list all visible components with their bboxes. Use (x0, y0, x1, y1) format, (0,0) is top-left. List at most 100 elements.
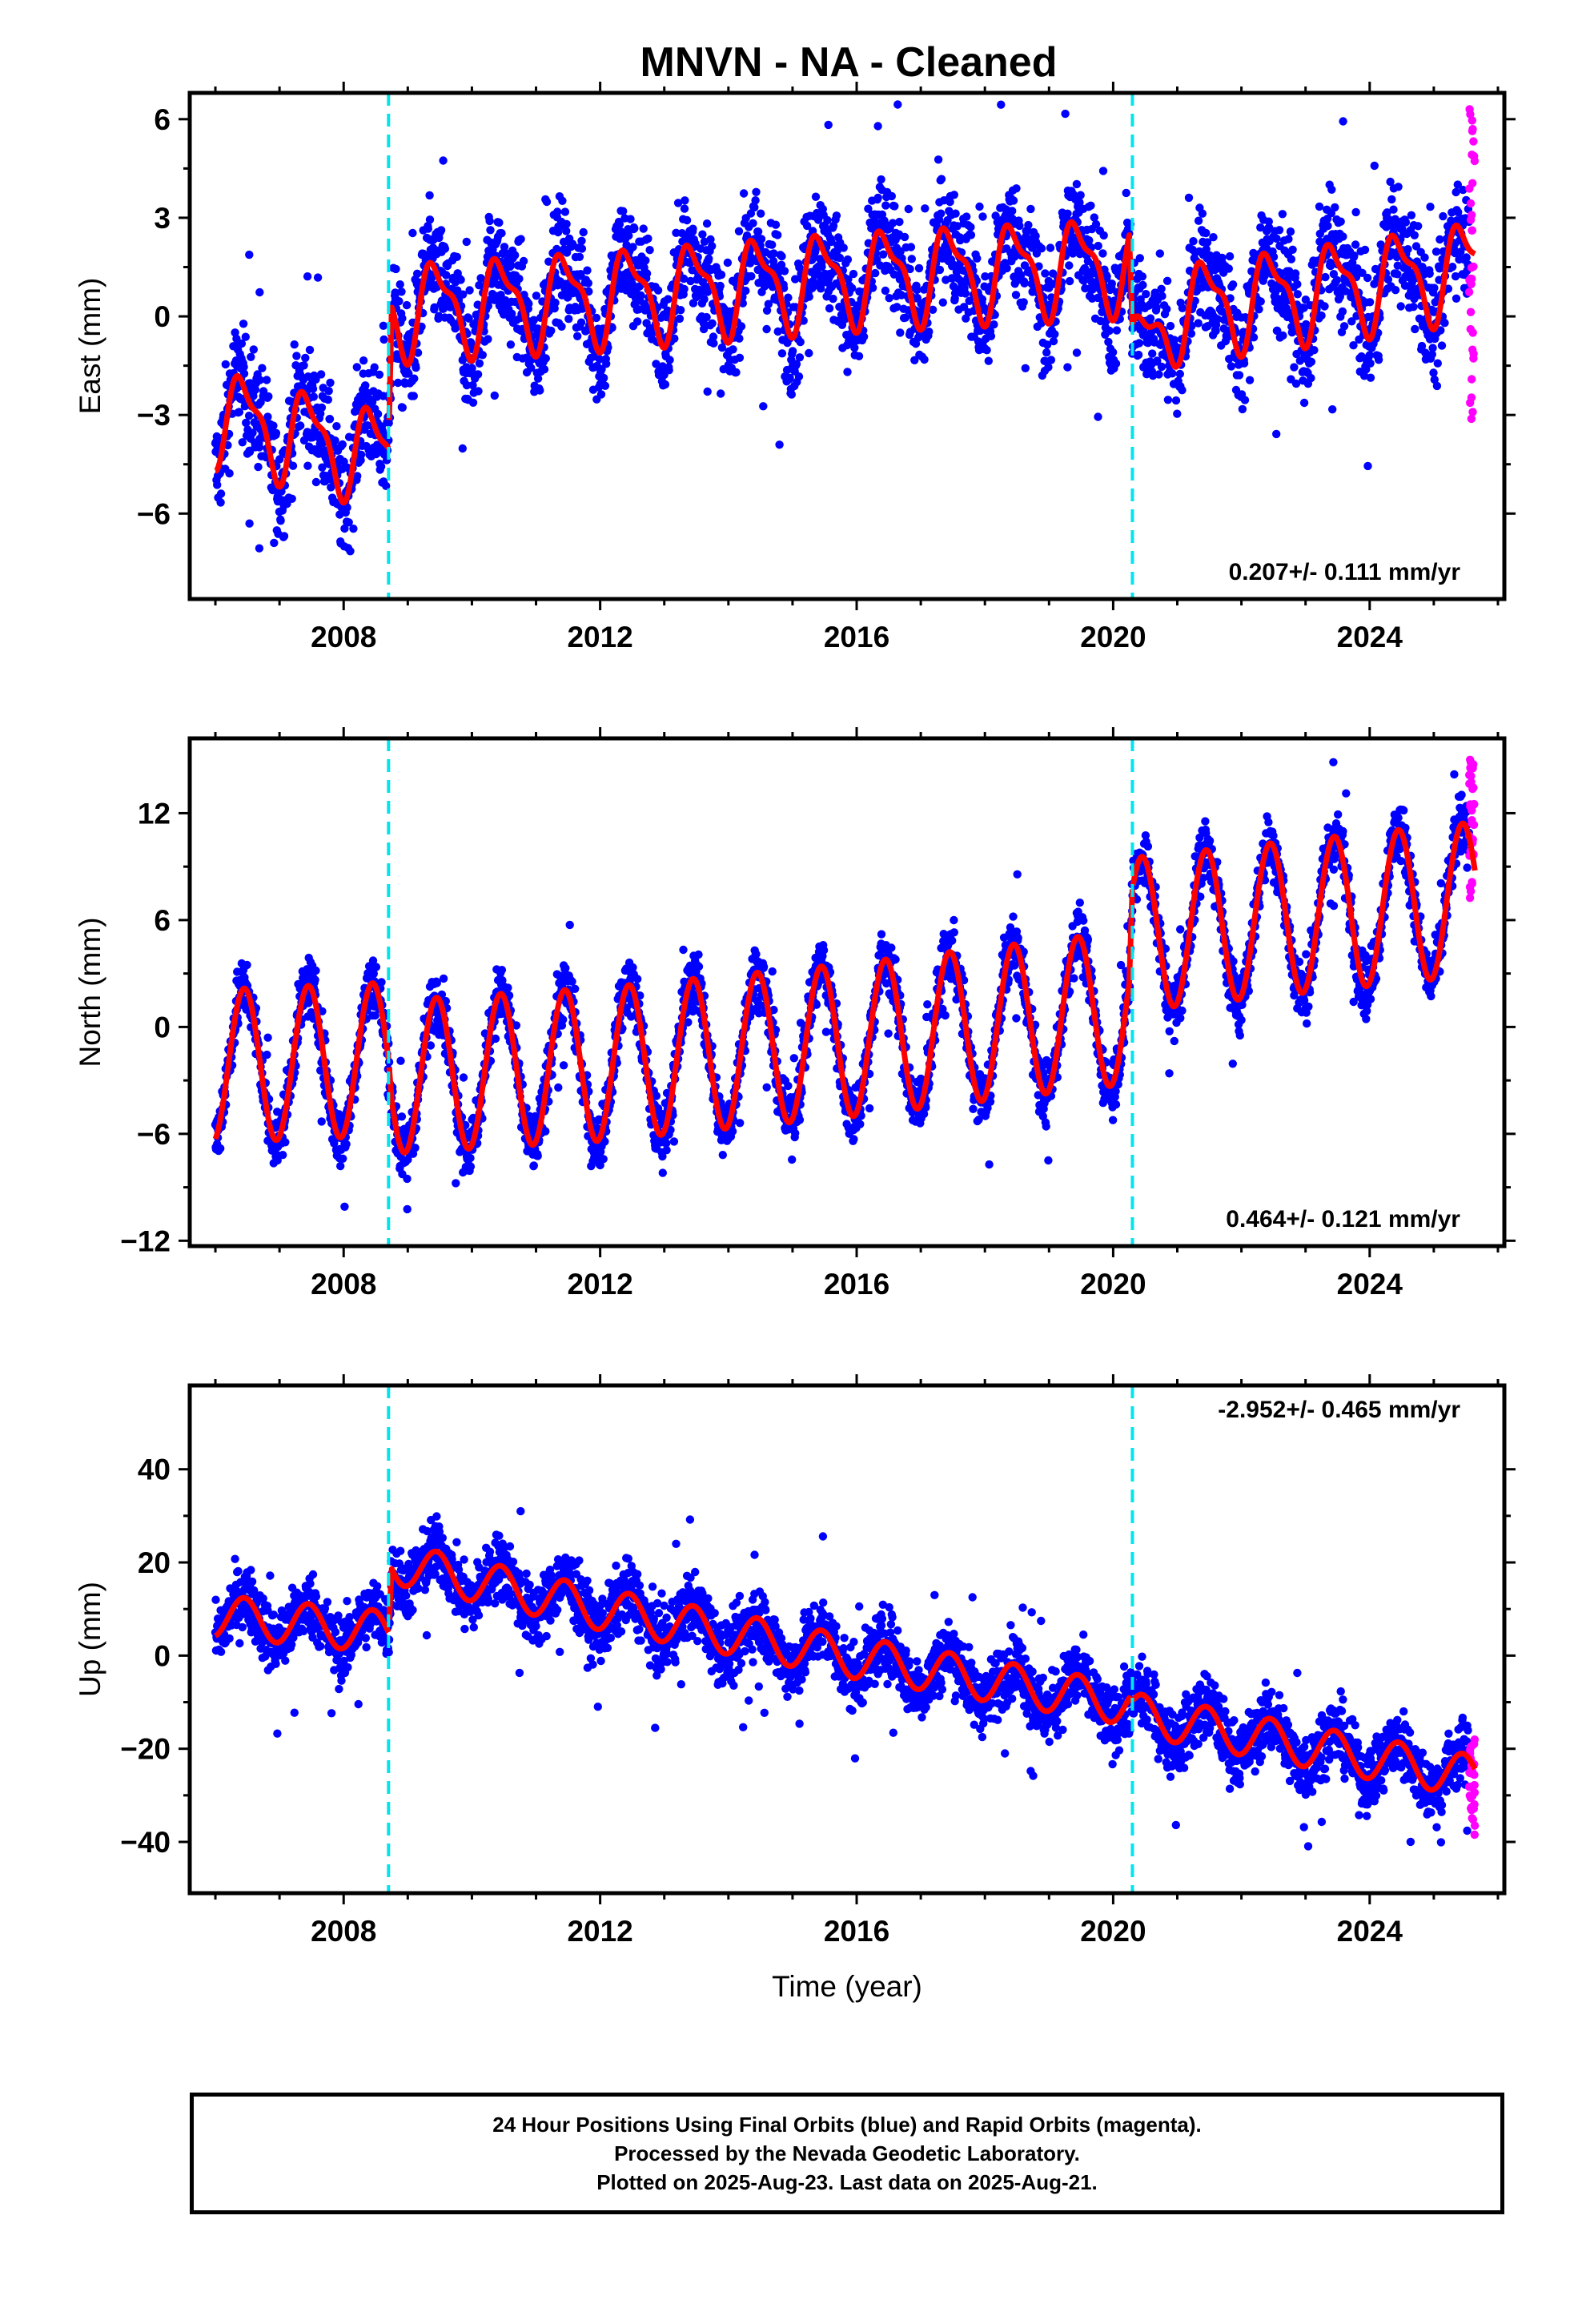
final-orbit-point (741, 286, 750, 296)
final-orbit-point (279, 1151, 287, 1160)
final-orbit-point (398, 403, 407, 412)
final-orbit-point (1393, 270, 1402, 279)
final-orbit-point (396, 280, 404, 289)
final-orbit-point (624, 231, 633, 240)
final-orbit-point (893, 303, 901, 312)
plot-area-east (211, 100, 1480, 556)
final-orbit-point (318, 463, 327, 472)
final-orbit-point (562, 227, 571, 235)
final-orbit-point (1328, 405, 1337, 414)
final-orbit-point (1011, 291, 1021, 300)
final-orbit-point (1094, 412, 1102, 421)
final-orbit-point (1332, 275, 1342, 284)
final-orbit-point (1065, 276, 1074, 286)
rapid-orbit-point (1466, 199, 1476, 208)
final-orbit-point (953, 222, 962, 231)
final-orbit-point (1365, 298, 1375, 307)
final-orbit-point (1350, 251, 1359, 260)
x-tick-label: 2012 (567, 621, 632, 653)
final-orbit-point (1072, 179, 1082, 189)
final-orbit-point (702, 219, 712, 228)
final-orbit-point (577, 236, 586, 245)
final-orbit-point (1162, 276, 1172, 285)
final-orbit-point (301, 353, 310, 363)
final-orbit-point (784, 293, 793, 302)
final-orbit-point (1320, 302, 1329, 311)
final-orbit-point (1456, 247, 1465, 256)
final-orbit-point (270, 538, 279, 548)
final-orbit-point (791, 275, 800, 283)
final-orbit-point (1175, 369, 1185, 379)
final-orbit-point (439, 974, 448, 983)
final-orbit-point (281, 1138, 290, 1147)
final-orbit-point (1459, 185, 1468, 195)
final-orbit-point (1079, 276, 1088, 285)
final-orbit-point (757, 209, 765, 218)
final-orbit-point (877, 175, 885, 184)
final-orbit-point (680, 204, 689, 213)
final-orbit-point (1085, 236, 1094, 245)
final-orbit-point (464, 314, 473, 323)
final-orbit-point (738, 299, 747, 308)
rapid-orbit-point (1468, 179, 1477, 187)
final-orbit-point (1307, 373, 1315, 383)
final-orbit-point (486, 226, 495, 235)
final-orbit-point (1099, 231, 1108, 240)
final-orbit-point (959, 303, 969, 312)
final-orbit-point (1158, 292, 1166, 300)
final-orbit-point (1075, 198, 1084, 207)
final-orbit-point (478, 351, 487, 360)
final-orbit-point (775, 440, 784, 449)
final-orbit-point (1362, 365, 1371, 374)
final-orbit-point (541, 1127, 550, 1136)
final-orbit-point (633, 317, 642, 326)
final-orbit-point (913, 285, 921, 295)
final-orbit-point (595, 355, 604, 364)
x-tick-label: 2016 (824, 621, 889, 653)
y-axis-label: East (mm) (74, 278, 106, 415)
final-orbit-point (935, 265, 945, 275)
final-orbit-point (541, 195, 550, 204)
final-orbit-point (1452, 294, 1461, 303)
final-orbit-point (835, 253, 845, 263)
final-orbit-point (1453, 180, 1463, 189)
final-orbit-point (551, 298, 560, 308)
final-orbit-point (709, 332, 718, 341)
final-orbit-point (553, 207, 562, 216)
final-orbit-point (1102, 272, 1111, 281)
final-orbit-point (1015, 221, 1024, 231)
final-orbit-point (708, 242, 717, 251)
final-orbit-point (753, 227, 763, 236)
final-orbit-point (1138, 280, 1147, 290)
velocity-rate-label: 0.207+/- 0.111 mm/yr (1229, 559, 1461, 585)
final-orbit-point (473, 370, 483, 379)
final-orbit-point (1076, 191, 1085, 199)
final-orbit-point (1256, 223, 1265, 232)
final-orbit-point (1299, 398, 1309, 408)
final-orbit-point (1072, 348, 1082, 357)
final-orbit-point (1050, 330, 1059, 339)
final-orbit-point (213, 480, 222, 489)
final-orbit-point (1290, 363, 1299, 372)
final-orbit-point (596, 1160, 604, 1170)
final-orbit-point (717, 389, 725, 398)
final-orbit-point (577, 244, 587, 253)
final-orbit-point (751, 196, 760, 205)
final-orbit-point (287, 494, 296, 503)
final-orbit-point (1178, 304, 1187, 312)
final-orbit-point (934, 155, 943, 164)
final-orbit-point (1359, 372, 1369, 380)
final-orbit-point (458, 444, 467, 453)
final-orbit-point (508, 309, 516, 318)
final-orbit-point (1430, 283, 1439, 292)
final-orbit-point (681, 196, 689, 205)
final-orbit-point (962, 212, 971, 221)
final-orbit-point (379, 321, 388, 330)
final-orbit-point (412, 364, 420, 372)
final-orbit-point (635, 282, 644, 291)
final-orbit-point (893, 100, 902, 109)
rapid-orbit-point (1469, 354, 1478, 363)
final-orbit-point (1426, 203, 1435, 211)
final-orbit-point (691, 239, 700, 248)
